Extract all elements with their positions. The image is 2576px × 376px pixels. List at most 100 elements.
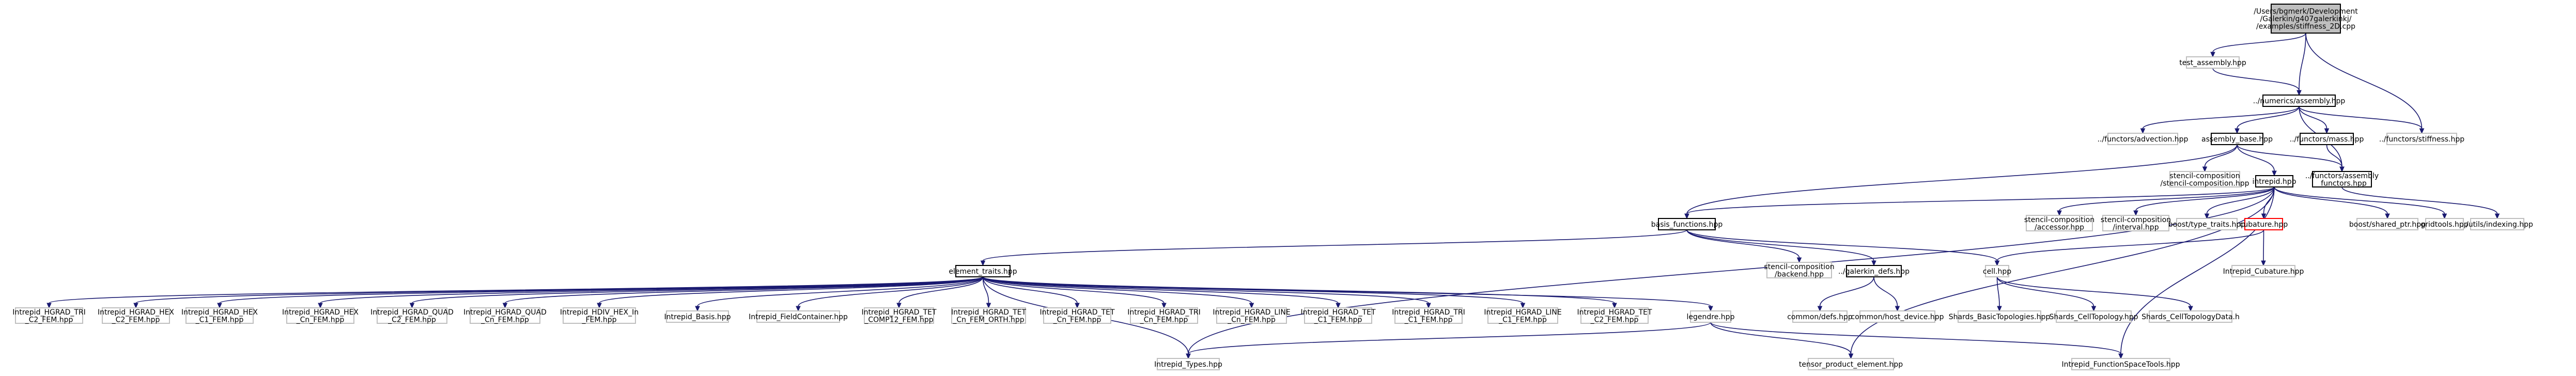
node-label: ../utils/indexing.hpp xyxy=(2461,221,2533,229)
node-label: legendre.hpp xyxy=(1687,313,1735,321)
node-tensor-product-element: tensor_product_element.hpp xyxy=(1799,358,1903,370)
node-galerkin-defs[interactable]: ../galerkin_defs.hpp xyxy=(1838,265,1910,277)
node-label: assembly_base.hpp xyxy=(2201,135,2273,144)
node-root[interactable]: /Users/bgmerk/Development/Galerkin/g407g… xyxy=(2254,4,2358,33)
edge-element-traits-to-hgrad-tri-c2 xyxy=(47,277,983,308)
node-assembly-base[interactable]: assembly_base.hpp xyxy=(2201,133,2273,145)
node-hgrad-tri-c1: Intrepid_HGRAD_TRI_C1_FEM.hpp xyxy=(1392,308,1465,324)
node-label: Shards_BasicTopologies.hpp xyxy=(1949,313,2051,321)
node-label: /accessor.hpp xyxy=(2035,223,2084,231)
node-label: ../functors/advection.hpp xyxy=(2098,135,2189,144)
node-intrepid-function-space-tools: Intrepid_FunctionSpaceTools.hpp xyxy=(2061,358,2180,370)
node-label: boost/type_traits.hpp xyxy=(2168,221,2245,229)
node-label: cell.hpp xyxy=(1983,268,2011,276)
edge-cubature-to-cell xyxy=(1995,230,2264,265)
node-label: common/host_device.hpp xyxy=(1851,313,1944,321)
node-stencil-interval: stencil-composition/interval.hpp xyxy=(2101,215,2171,231)
node-label: basis_functions.hpp xyxy=(1651,221,1723,229)
edge-intrepid-to-basis-functions xyxy=(1685,187,2274,218)
node-label: element_traits.hpp xyxy=(949,268,1017,276)
edge-cell-to-shards-cell-topology-data xyxy=(1997,277,2193,311)
node-label: _Cn_FEM.hpp xyxy=(1140,316,1188,324)
nodes-layer: /Users/bgmerk/Development/Galerkin/g407g… xyxy=(12,4,2533,370)
node-label: _C2_FEM.hpp xyxy=(387,316,436,324)
node-hgrad-tet-cn-orth: Intrepid_HGRAD_TET_Cn_FEM_ORTH.hpp xyxy=(951,308,1027,324)
node-shards-basic-topologies: Shards_BasicTopologies.hpp xyxy=(1949,311,2051,322)
node-label: _C1_FEM.hpp xyxy=(1404,316,1453,324)
node-cell: cell.hpp xyxy=(1983,265,2011,277)
node-common-defs: common/defs.hpp xyxy=(1787,311,1853,322)
node-label: ../numerics/assembly.hpp xyxy=(2253,97,2346,105)
node-element-traits[interactable]: element_traits.hpp xyxy=(949,265,1017,277)
node-shards-cell-topology: Shards_CellTopology.hpp xyxy=(2049,311,2138,322)
node-label: _C1_FEM.hpp xyxy=(1498,316,1547,324)
node-label: _Cn_FEM_ORTH.hpp xyxy=(952,316,1024,324)
node-label: ../functors/stiffness.hpp xyxy=(2379,135,2464,144)
node-label: /stencil-composition.hpp xyxy=(2161,179,2249,187)
edge-galerkin-defs-to-common-defs xyxy=(1818,277,1874,311)
node-hgrad-tri-cn: Intrepid_HGRAD_TRI_Cn_FEM.hpp xyxy=(1127,308,1201,324)
node-hgrad-tet-comp12: Intrepid_HGRAD_TET_COMP12_FEM.hpp xyxy=(861,308,937,324)
node-label: _C2_FEM.hpp xyxy=(25,316,73,324)
node-hgrad-hex-c1: Intrepid_HGRAD_HEX_C1_FEM.hpp xyxy=(181,308,258,324)
node-hdiv-hex-in: Intrepid_HDIV_HEX_In_FEM.hpp xyxy=(560,308,639,324)
node-common-host-device: common/host_device.hpp xyxy=(1851,311,1944,322)
node-hgrad-tri-c2: Intrepid_HGRAD_TRI_C2_FEM.hpp xyxy=(12,308,86,324)
node-label: _Cn_FEM.hpp xyxy=(296,316,345,324)
node-stencil-accessor: stencil-composition/accessor.hpp xyxy=(2024,215,2094,231)
node-hgrad-tet-c2: Intrepid_HGRAD_TET_C2_FEM.hpp xyxy=(1577,308,1652,324)
node-label: ../functors/mass.hpp xyxy=(2290,135,2364,144)
node-intrepid[interactable]: intrepid.hpp xyxy=(2252,176,2296,187)
node-hgrad-line-c1: Intrepid_HGRAD_LINE_C1_FEM.hpp xyxy=(1484,308,1561,324)
edge-cubature-to-intrepid-cubature xyxy=(2261,230,2265,265)
node-stencil-backend: stencil-composition/backend.hpp xyxy=(1764,262,1834,278)
edge-cell-to-shards-cell-topology xyxy=(1997,277,2096,311)
edge-element-traits-to-hgrad-hex-c2 xyxy=(134,277,983,308)
node-stencil-composition: stencil-composition/stencil-composition.… xyxy=(2161,171,2249,187)
edge-intrepid-to-stencil-accessor xyxy=(2057,187,2274,215)
edge-assembly-functors-to-utils-indexing xyxy=(2342,187,2500,218)
node-hgrad-hex-cn: Intrepid_HGRAD_HEX_Cn_FEM.hpp xyxy=(282,308,359,324)
node-label: test_assembly.hpp xyxy=(2179,59,2246,67)
edge-basis-functions-to-stencil-backend xyxy=(1687,230,1802,262)
node-functors-stiffness: ../functors/stiffness.hpp xyxy=(2379,133,2464,145)
node-shards-cell-topology-data: Shards_CellTopologyData.h xyxy=(2142,311,2240,322)
node-functors-mass[interactable]: ../functors/mass.hpp xyxy=(2290,133,2364,145)
node-label: _C1_FEM.hpp xyxy=(195,316,244,324)
node-label: ../galerkin_defs.hpp xyxy=(1838,268,1910,276)
edge-test-assembly-to-numerics-assembly xyxy=(2213,68,2301,95)
node-basis-functions[interactable]: basis_functions.hpp xyxy=(1651,218,1723,230)
node-label: common/defs.hpp xyxy=(1787,313,1853,321)
edge-intrepid-to-tensor-product-element xyxy=(1849,187,2275,358)
node-label: _C2_FEM.hpp xyxy=(112,316,160,324)
edge-assembly-base-to-stencil-composition xyxy=(2203,145,2238,171)
node-label: Intrepid_Basis.hpp xyxy=(664,313,731,321)
node-label: _COMP12_FEM.hpp xyxy=(864,316,933,324)
node-label: Shards_CellTopologyData.h xyxy=(2142,313,2240,321)
node-hgrad-tet-cn: Intrepid_HGRAD_TET_Cn_FEM.hpp xyxy=(1039,308,1115,324)
node-label: /interval.hpp xyxy=(2113,223,2159,231)
node-label: Intrepid_Types.hpp xyxy=(1154,361,1222,369)
node-numerics-assembly[interactable]: ../numerics/assembly.hpp xyxy=(2253,95,2346,106)
node-legendre: legendre.hpp xyxy=(1687,311,1735,322)
node-assembly-functors[interactable]: ../functors/assembly_functors.hpp xyxy=(2305,171,2379,187)
edge-element-traits-to-legendre xyxy=(983,277,1713,311)
node-label: _Cn_FEM.hpp xyxy=(1053,316,1101,324)
edge-element-traits-to-hgrad-quad-cn xyxy=(503,277,983,308)
edge-legendre-to-tensor-product-element xyxy=(1711,322,1853,358)
node-intrepid-cubature: Intrepid_Cubature.hpp xyxy=(2223,265,2304,277)
edge-element-traits-to-hgrad-tri-c1 xyxy=(983,277,1431,308)
node-label: _functors.hpp xyxy=(2317,179,2367,187)
node-test-assembly: test_assembly.hpp xyxy=(2179,57,2246,68)
edge-numerics-assembly-to-assembly-base xyxy=(2235,106,2299,133)
edge-root-to-test-assembly xyxy=(2211,33,2306,57)
node-label: boost/shared_ptr.hpp xyxy=(2349,221,2426,229)
node-label: Intrepid_FieldContainer.hpp xyxy=(749,313,848,321)
node-label: cubature.hpp xyxy=(2240,221,2288,229)
node-boost-shared-ptr: boost/shared_ptr.hpp xyxy=(2349,218,2426,230)
node-label: /backend.hpp xyxy=(1775,270,1824,278)
edge-root-to-numerics-assembly xyxy=(2297,33,2306,95)
node-label: _C1_FEM.hpp xyxy=(1314,316,1362,324)
node-label: _C2_FEM.hpp xyxy=(1590,316,1639,324)
